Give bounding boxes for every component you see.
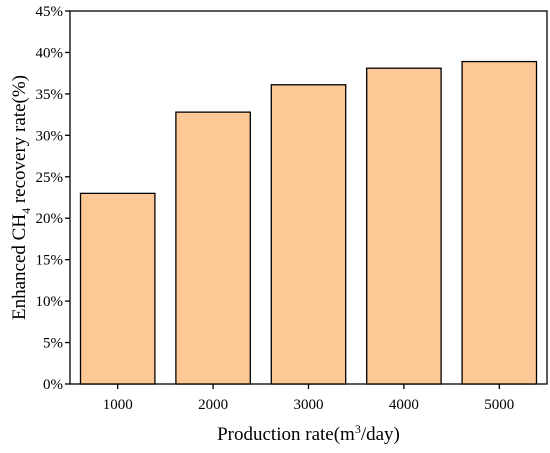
y-tick-label: 0% — [43, 377, 63, 393]
bar-1000 — [79, 192, 156, 385]
x-axis: 1000 2000 3000 4000 5000 — [103, 384, 514, 413]
y-tick-label: 5% — [43, 336, 63, 352]
x-tick-label: 2000 — [198, 397, 228, 413]
y-tick-label: 15% — [36, 253, 64, 269]
y-axis-title-subscript: 4 — [19, 208, 33, 214]
x-axis-title: Production rate(m3/day) — [217, 422, 400, 445]
bar-3000 — [270, 84, 347, 385]
y-tick-label: 20% — [36, 211, 64, 227]
x-tick-label: 4000 — [389, 397, 419, 413]
x-tick-label: 5000 — [484, 397, 514, 413]
bar-5000 — [461, 60, 538, 385]
y-tick-label: 10% — [36, 294, 64, 310]
x-tick-label: 3000 — [294, 397, 324, 413]
y-axis-title: Enhanced CH4 recovery rate(%) — [9, 75, 33, 320]
x-tick-label: 1000 — [103, 397, 133, 413]
y-axis: 0% 5% 10% 15% 20% 25% 30% 35% 40% 45% — [36, 4, 70, 393]
bars-group — [79, 60, 538, 385]
y-tick-label: 30% — [36, 128, 64, 144]
bar-4000 — [366, 67, 442, 385]
y-tick-label: 25% — [36, 170, 64, 186]
y-tick-label: 45% — [36, 4, 64, 20]
y-tick-label: 40% — [36, 45, 64, 61]
bar-2000 — [175, 111, 251, 385]
x-axis-title-superscript: 3 — [355, 422, 361, 436]
y-tick-label: 35% — [36, 87, 64, 103]
